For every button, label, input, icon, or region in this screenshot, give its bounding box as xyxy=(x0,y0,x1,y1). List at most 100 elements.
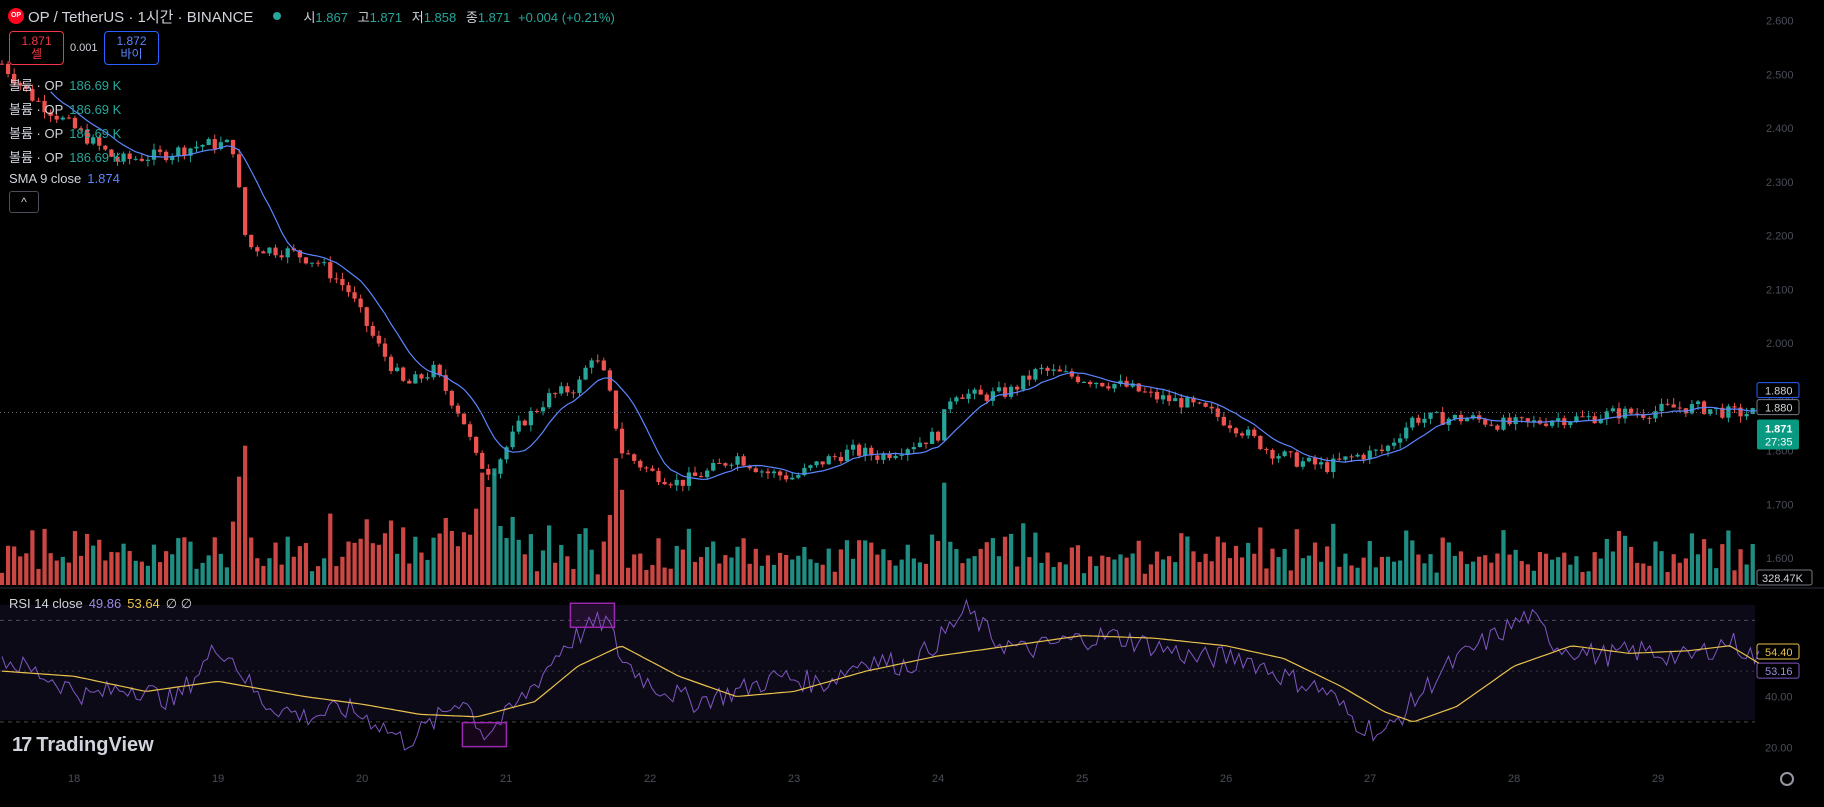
volume-legend-row[interactable]: 볼륨 · OP 186.69 K xyxy=(9,75,121,94)
volume-bar xyxy=(553,562,558,585)
symbol-header[interactable]: OP OP / TetherUS · 1시간 · BINANCE 시1.867 … xyxy=(8,5,615,27)
candle-body xyxy=(328,262,333,279)
candle-body xyxy=(1398,438,1403,443)
volume-bar xyxy=(236,476,242,585)
candle-body xyxy=(364,307,369,326)
volume-bar xyxy=(595,574,600,585)
volume-legend-row[interactable]: 볼륨 · OP 186.69 K xyxy=(9,99,121,118)
candle-body xyxy=(370,325,375,336)
volume-bar xyxy=(607,514,613,585)
volume-bar xyxy=(1039,562,1044,585)
buy-button[interactable]: 1.872 바이 xyxy=(104,31,159,65)
candle-body xyxy=(164,151,169,161)
volume-bar xyxy=(1300,558,1306,585)
volume-bar xyxy=(942,482,947,585)
candle-body xyxy=(881,453,886,460)
rsi-legend-row[interactable]: RSI 14 close 49.86 53.64 ∅ ∅ xyxy=(9,596,192,612)
candle-body xyxy=(832,456,837,458)
ohlc-low-value: 1.858 xyxy=(423,9,457,25)
volume-bar xyxy=(802,546,807,585)
volume-bar xyxy=(1434,572,1439,585)
collapse-legend-button[interactable]: ^ xyxy=(9,191,39,213)
candle-body xyxy=(826,456,831,465)
volume-bar xyxy=(1677,562,1682,585)
candle-body xyxy=(1215,408,1220,417)
volume-bar xyxy=(285,536,290,585)
volume-bar xyxy=(960,563,965,585)
sell-button[interactable]: 1.871 셀 xyxy=(9,31,64,65)
volume-bar xyxy=(425,559,430,585)
candle-body xyxy=(170,155,175,161)
candle-body xyxy=(1404,427,1409,439)
volume-bar xyxy=(820,564,825,585)
ohlc-high-label: 고 xyxy=(357,9,370,25)
volume-bar xyxy=(875,554,880,585)
candle-body xyxy=(1118,380,1123,385)
volume-bar xyxy=(814,562,819,585)
price-axis-tick: 2.000 xyxy=(1766,338,1794,350)
candle-body xyxy=(1045,367,1050,371)
volume-bar xyxy=(151,544,157,585)
volume-legend-row[interactable]: 볼륨 · OP 186.69 K xyxy=(9,147,121,166)
candle-body xyxy=(1659,403,1664,412)
candle-countdown-text: 27:35 xyxy=(1765,437,1793,449)
volume-bar xyxy=(1440,537,1445,585)
volume-bar xyxy=(328,513,333,585)
volume-legend-row[interactable]: 볼륨 · OP 186.69 K xyxy=(9,123,121,142)
volume-bar xyxy=(382,533,388,585)
symbol-title[interactable]: OP / TetherUS · 1시간 · BINANCE xyxy=(28,8,254,26)
highlight-box[interactable] xyxy=(569,602,616,629)
candle-body xyxy=(212,139,217,149)
candle-body xyxy=(1519,417,1524,419)
candle-body xyxy=(425,377,430,379)
candle-body xyxy=(1543,423,1549,426)
last-price-label xyxy=(1757,419,1799,450)
volume-bar xyxy=(1167,556,1172,585)
candle-body xyxy=(1440,412,1445,425)
volume-bar xyxy=(461,532,467,585)
volume-bar xyxy=(1015,566,1020,585)
volume-bar xyxy=(1367,541,1372,585)
sma-legend-row[interactable]: SMA 9 close 1.874 xyxy=(9,171,120,186)
candle-body xyxy=(650,468,655,471)
candle-body xyxy=(571,392,576,394)
candle-body xyxy=(1355,454,1360,457)
candle-body xyxy=(802,467,807,476)
candle-body xyxy=(1343,456,1348,460)
candle-body xyxy=(109,149,114,157)
volume-bar xyxy=(36,568,41,585)
candle-body xyxy=(948,401,953,410)
price-axis-tick: 2.600 xyxy=(1766,16,1794,28)
volume-bar xyxy=(1580,572,1585,585)
candle-body xyxy=(765,471,771,474)
candle-body xyxy=(1258,435,1263,450)
volume-bar xyxy=(492,468,497,585)
candle-body xyxy=(1331,458,1336,473)
volume-bar xyxy=(1185,536,1190,585)
candle-body xyxy=(376,335,382,344)
candle-body xyxy=(97,137,102,146)
highlight-box[interactable] xyxy=(461,721,508,748)
candle-body xyxy=(1452,414,1457,419)
candle-body xyxy=(419,374,424,379)
volume-bar xyxy=(656,538,661,585)
rsi-value-label xyxy=(1756,662,1800,679)
volume-bar xyxy=(322,558,327,585)
candle-body xyxy=(595,360,600,362)
volume-bar xyxy=(759,565,764,585)
volume-bar xyxy=(18,556,23,585)
rsi-ma-line xyxy=(1,635,1760,722)
gear-icon[interactable] xyxy=(1780,772,1794,786)
candle-body xyxy=(1294,452,1299,467)
candle-body xyxy=(1197,402,1202,404)
tradingview-logo[interactable]: 17 TradingView xyxy=(12,734,154,757)
volume-bar xyxy=(510,516,515,585)
volume-bar xyxy=(808,559,813,585)
volume-bar xyxy=(1470,561,1476,585)
candle-body xyxy=(546,393,552,408)
candle-body xyxy=(1039,367,1044,370)
candle-body xyxy=(1239,433,1245,436)
candle-body xyxy=(249,234,254,248)
